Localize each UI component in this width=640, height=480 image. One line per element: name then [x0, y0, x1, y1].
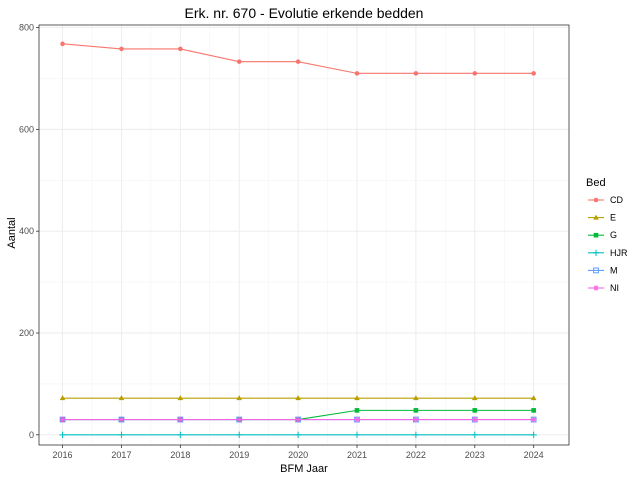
x-tick-label: 2020 — [288, 450, 308, 460]
data-point-cd — [354, 71, 360, 76]
data-point-hjr — [530, 431, 537, 439]
data-point-g — [472, 408, 478, 413]
data-point-ni — [236, 416, 242, 423]
x-tick-label: 2016 — [53, 450, 73, 460]
legend-label-m: M — [610, 265, 618, 275]
data-point-ni — [354, 416, 360, 423]
data-point-cd — [60, 41, 65, 47]
data-point-hjr — [471, 431, 478, 439]
y-axis-title: Aantal — [6, 217, 18, 248]
data-point-cd — [413, 71, 419, 76]
data-point-e — [59, 395, 66, 401]
x-tick-label: 2018 — [170, 450, 190, 460]
data-point-hjr — [294, 431, 302, 439]
chart-title: Erk. nr. 670 - Evolutie erkende bedden — [185, 5, 424, 21]
data-point-cd — [236, 59, 242, 64]
y-tick-label: 200 — [19, 328, 34, 338]
data-point-cd — [295, 59, 301, 64]
data-point-ni — [295, 416, 301, 423]
y-tick-label: 0 — [29, 430, 34, 440]
data-point-e — [236, 395, 243, 401]
x-tick-label: 2019 — [229, 450, 249, 460]
data-point-e — [295, 395, 301, 401]
data-point-cd — [178, 46, 183, 52]
data-point-cd — [119, 46, 124, 52]
data-point-hjr — [177, 431, 184, 439]
legend-label-cd: CD — [610, 195, 623, 205]
x-axis-title: BFM Jaar — [280, 463, 328, 475]
data-point-e — [413, 395, 419, 401]
data-point-hjr — [59, 431, 66, 439]
data-point-e — [118, 395, 125, 401]
data-point-ni — [413, 416, 419, 423]
data-point-ni — [177, 416, 184, 423]
x-tick-label: 2022 — [406, 450, 426, 460]
legend-marker-cd — [593, 197, 599, 203]
legend-title: Bed — [586, 177, 606, 189]
x-tick-label: 2021 — [347, 450, 367, 460]
legend-label-g: G — [610, 230, 617, 240]
data-point-ni — [530, 416, 537, 423]
data-point-e — [530, 395, 537, 401]
data-point-ni — [59, 416, 66, 423]
legend-label-e: E — [610, 213, 616, 223]
x-tick-label: 2023 — [465, 450, 485, 460]
data-point-hjr — [353, 431, 361, 439]
y-tick-label: 800 — [19, 23, 34, 33]
data-point-g — [354, 408, 360, 413]
legend-marker-ni — [593, 285, 599, 291]
minor-gridlines — [39, 25, 569, 445]
y-tick-label: 600 — [19, 124, 34, 134]
legend-marker-hjr — [592, 249, 600, 256]
data-point-hjr — [412, 431, 420, 439]
y-tick-label: 400 — [19, 226, 34, 236]
legend: Bed CD EG HJR M NI — [586, 177, 628, 293]
axes: 0 200 400 600 800 2016 2017 2018 2019 2020 2021 202… — [19, 23, 544, 460]
legend-label-ni: NI — [610, 283, 619, 293]
legend-marker-g — [593, 232, 599, 238]
x-tick-label: 2024 — [524, 450, 544, 460]
panel-border — [38, 24, 570, 446]
data-point-cd — [531, 71, 536, 76]
series-layer — [59, 41, 537, 439]
x-tick-label: 2017 — [111, 450, 131, 460]
data-point-g — [531, 408, 536, 413]
data-point-g — [413, 408, 419, 413]
legend-marker-m — [593, 267, 599, 274]
data-point-e — [471, 395, 478, 401]
data-point-e — [354, 395, 360, 401]
data-point-hjr — [236, 431, 243, 439]
legend-label-hjr: HJR — [610, 248, 628, 258]
data-point-e — [177, 395, 184, 401]
data-point-hjr — [118, 431, 125, 439]
data-point-ni — [472, 416, 478, 423]
data-point-ni — [118, 416, 125, 423]
data-point-cd — [472, 71, 478, 76]
legend-marker-e — [593, 214, 599, 220]
